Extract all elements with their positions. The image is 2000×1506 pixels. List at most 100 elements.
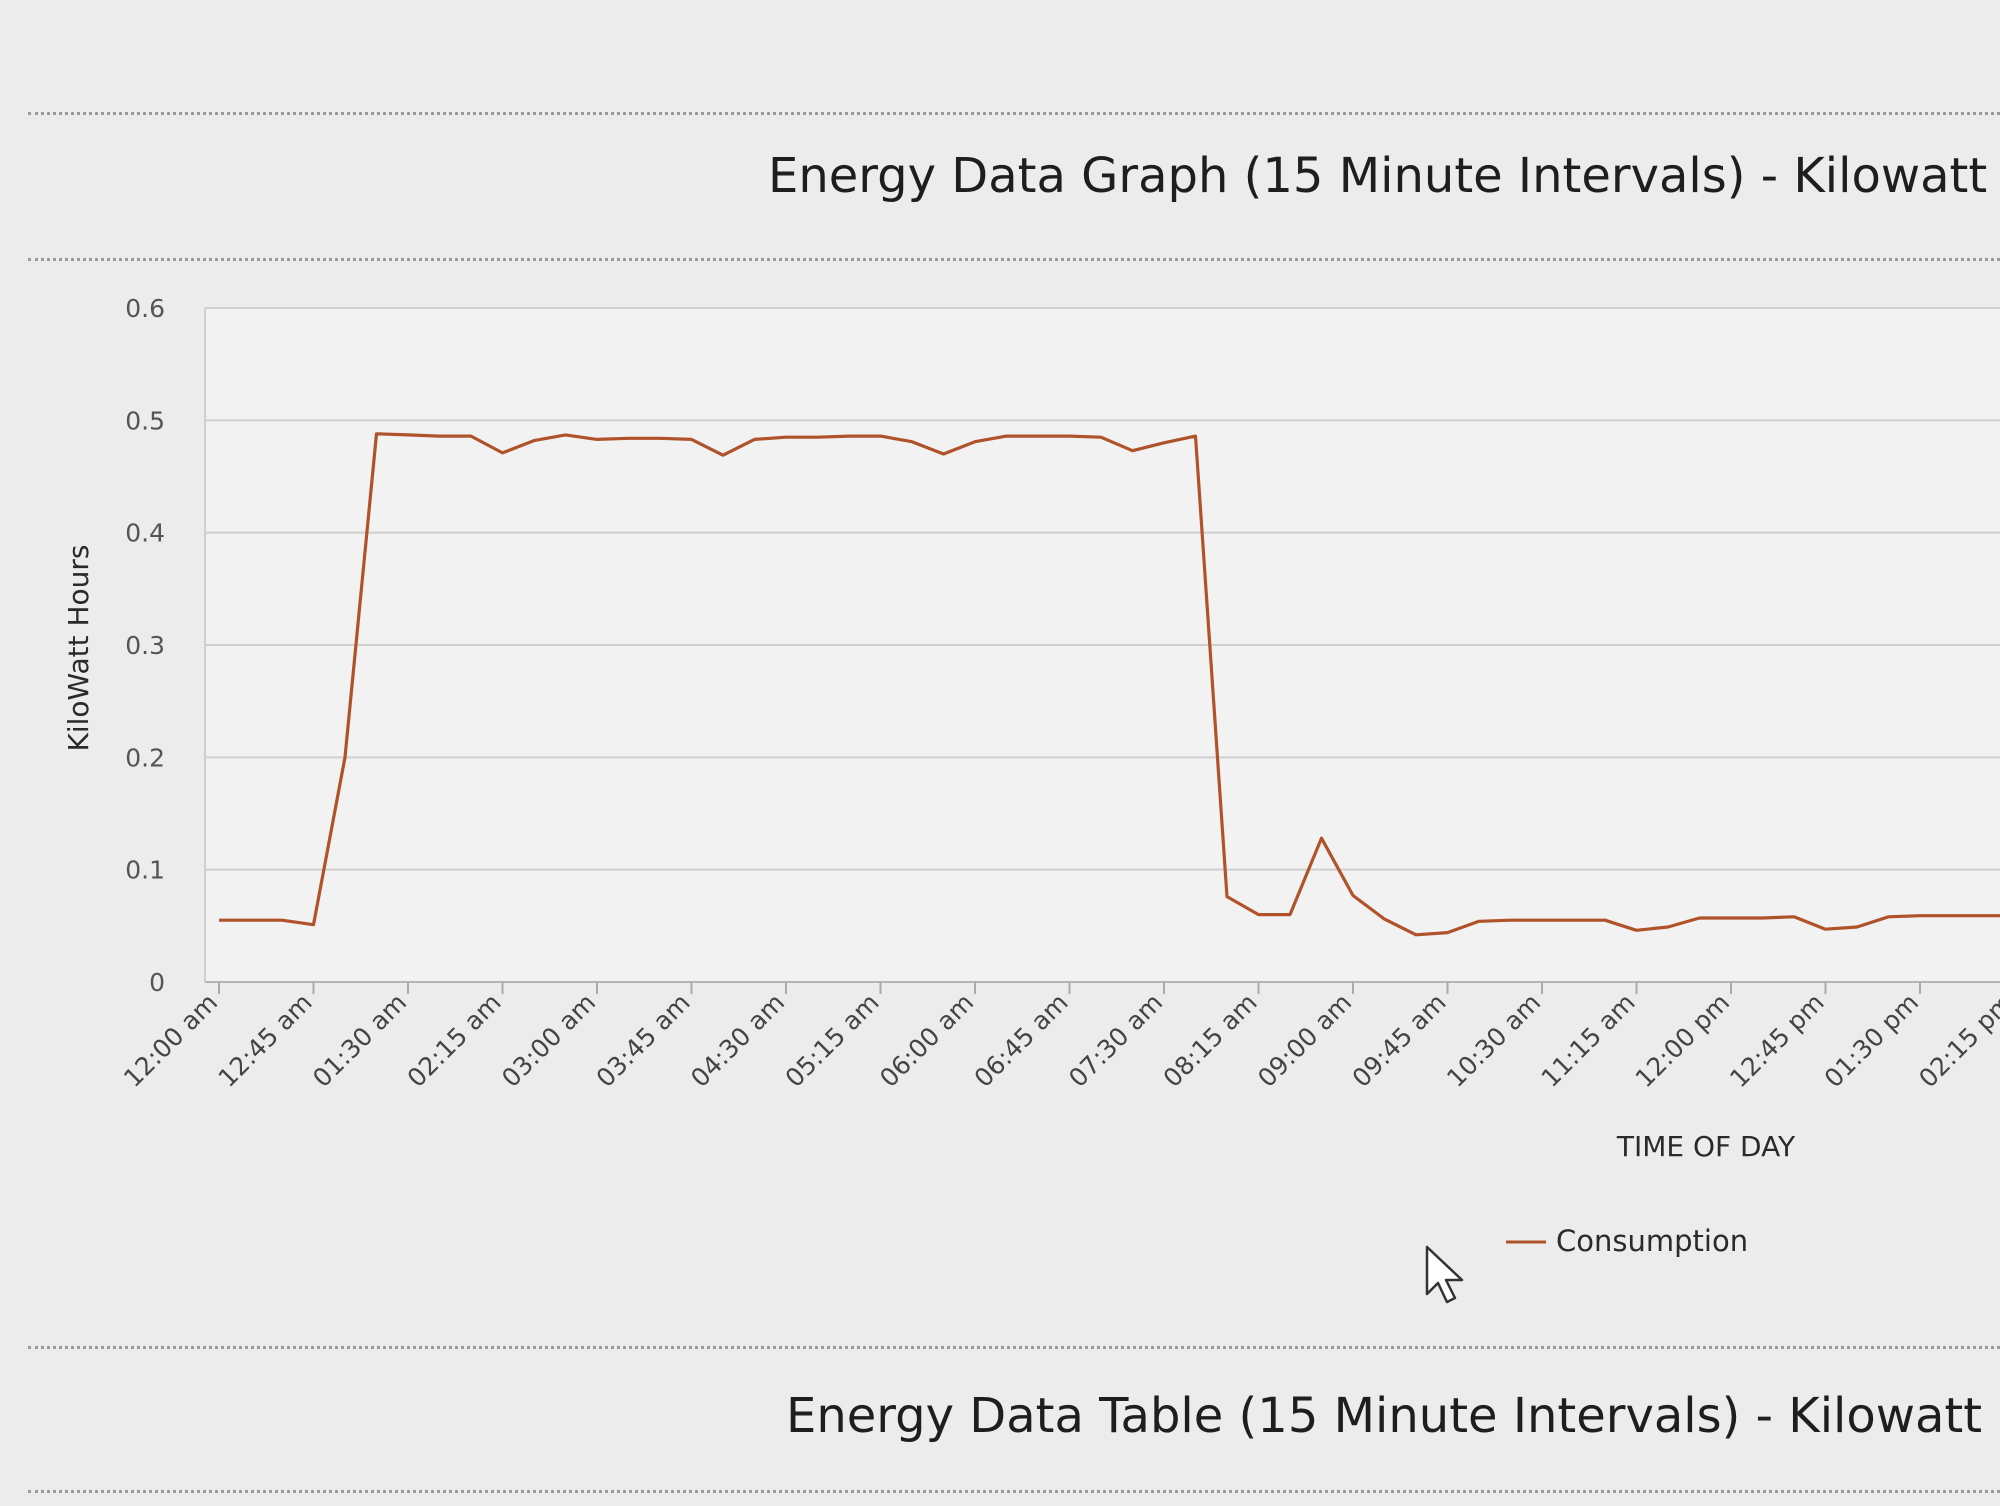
data-point[interactable] [1126, 444, 1140, 458]
data-point[interactable] [1252, 908, 1266, 922]
data-point[interactable] [1441, 926, 1455, 940]
data-point[interactable] [1945, 909, 1959, 923]
data-point[interactable] [1913, 909, 1927, 923]
data-point[interactable] [968, 435, 982, 449]
data-point[interactable] [716, 448, 730, 462]
x-tick-label: 01:30 pm [1819, 988, 1925, 1094]
data-point[interactable] [1819, 922, 1833, 936]
data-point[interactable] [1976, 909, 1990, 923]
data-point[interactable] [275, 913, 289, 927]
data-point[interactable] [1157, 436, 1171, 450]
x-tick-label: 12:45 pm [1724, 988, 1830, 1094]
x-tick-label: 07:30 am [1063, 988, 1168, 1093]
data-point[interactable] [622, 431, 636, 445]
graph-title-divider [28, 258, 2000, 261]
x-tick-label: 11:15 am [1536, 988, 1641, 1093]
y-tick-label: 0.5 [125, 406, 165, 435]
data-point[interactable] [1283, 908, 1297, 922]
data-point[interactable] [748, 432, 762, 446]
data-point[interactable] [559, 428, 573, 442]
x-tick-label: 02:15 am [402, 988, 507, 1093]
data-point[interactable] [874, 429, 888, 443]
graph-section-title: Energy Data Graph (15 Minute Intervals) … [768, 148, 2000, 204]
series-line-consumption[interactable] [219, 432, 2000, 937]
data-point[interactable] [1882, 910, 1896, 924]
data-point[interactable] [1378, 912, 1392, 926]
legend-label-consumption: Consumption [1556, 1224, 1748, 1258]
chart-legend[interactable]: Consumption [1506, 1224, 1748, 1258]
y-axis-title: KiloWatt Hours [62, 545, 95, 752]
data-point[interactable] [1850, 920, 1864, 934]
x-tick-label: 02:15 pm [1913, 988, 2000, 1094]
data-point[interactable] [464, 429, 478, 443]
y-axis-ticks: 0 0.1 0.2 0.3 0.4 0.5 0.6 [125, 294, 165, 997]
data-point[interactable] [1031, 429, 1045, 443]
x-tick-label: 12:00 am [118, 988, 223, 1093]
x-tick-label: 12:45 am [213, 988, 318, 1093]
data-point[interactable] [905, 435, 919, 449]
x-tick-label: 09:45 am [1347, 988, 1452, 1093]
data-point[interactable] [1409, 928, 1423, 942]
x-axis-title: TIME OF DAY [1616, 1130, 1796, 1163]
data-point[interactable] [1472, 914, 1486, 928]
data-point[interactable] [1220, 890, 1234, 904]
x-tick-label: 08:15 am [1158, 988, 1263, 1093]
data-point[interactable] [307, 918, 321, 932]
data-point[interactable] [842, 429, 856, 443]
chart-series [212, 427, 2000, 942]
data-point[interactable] [1724, 911, 1738, 925]
x-tick-label: 06:00 am [874, 988, 979, 1093]
graph-bottom-divider [28, 1346, 2000, 1349]
table-section-title: Energy Data Table (15 Minute Intervals) … [786, 1388, 2000, 1444]
data-point[interactable] [653, 431, 667, 445]
data-point[interactable] [370, 427, 384, 441]
x-tick-label: 03:45 am [591, 988, 696, 1093]
y-tick-label: 0.6 [125, 294, 165, 323]
y-tick-label: 0.4 [125, 519, 165, 548]
data-point[interactable] [244, 913, 258, 927]
x-tick-label: 12:00 pm [1630, 988, 1736, 1094]
data-point[interactable] [1567, 913, 1581, 927]
data-point[interactable] [1630, 923, 1644, 937]
data-point[interactable] [811, 430, 825, 444]
data-point[interactable] [1756, 911, 1770, 925]
x-tick-label: 04:30 am [685, 988, 790, 1093]
x-tick-label: 09:00 am [1252, 988, 1357, 1093]
data-point[interactable] [1661, 920, 1675, 934]
data-point[interactable] [1787, 910, 1801, 924]
data-point[interactable] [779, 430, 793, 444]
data-point[interactable] [1346, 889, 1360, 903]
data-point[interactable] [1094, 430, 1108, 444]
data-point[interactable] [527, 434, 541, 448]
data-point[interactable] [1315, 831, 1329, 845]
y-tick-label: 0 [149, 968, 165, 997]
data-point[interactable] [338, 750, 352, 764]
chart-gridlines [205, 307, 2000, 983]
data-point[interactable] [1189, 429, 1203, 443]
data-point[interactable] [401, 428, 415, 442]
data-point[interactable] [937, 447, 951, 461]
chart-axes [204, 308, 2000, 983]
x-tick-label: 01:30 am [307, 988, 412, 1093]
data-point[interactable] [433, 429, 447, 443]
data-point[interactable] [590, 432, 604, 446]
y-tick-label: 0.1 [125, 856, 165, 885]
x-tick-label: 10:30 am [1441, 988, 1546, 1093]
data-point[interactable] [1000, 429, 1014, 443]
x-tick-label: 03:00 am [496, 988, 601, 1093]
data-point[interactable] [1504, 913, 1518, 927]
x-tick-label: 06:45 am [969, 988, 1074, 1093]
y-tick-label: 0.2 [125, 743, 165, 772]
y-tick-label: 0.3 [125, 631, 165, 660]
data-point[interactable] [212, 913, 226, 927]
table-title-divider [28, 1490, 2000, 1493]
data-point[interactable] [1063, 429, 1077, 443]
data-point[interactable] [685, 432, 699, 446]
data-point[interactable] [1693, 911, 1707, 925]
x-tick-label: 05:15 am [780, 988, 885, 1093]
data-point[interactable] [1535, 913, 1549, 927]
data-point[interactable] [496, 446, 510, 460]
data-point[interactable] [1598, 913, 1612, 927]
